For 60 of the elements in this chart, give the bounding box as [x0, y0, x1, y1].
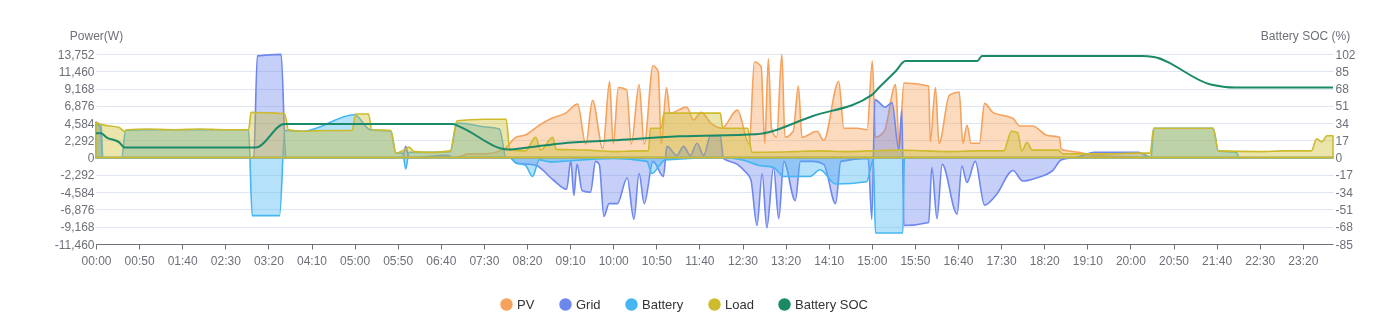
- x-tick-label: 22:30: [1245, 253, 1276, 268]
- y-tick-label: -9,168: [60, 220, 95, 235]
- x-tick-label: 15:00: [857, 253, 888, 268]
- x-tick-label: 06:40: [426, 253, 457, 268]
- x-tick-label: 09:10: [555, 253, 586, 268]
- x-tick-label: 10:00: [598, 253, 630, 268]
- y2-tick-label: -85: [1335, 237, 1354, 252]
- legend-label: Load: [725, 296, 754, 312]
- x-tick-label: 01:40: [167, 253, 199, 268]
- legend-label: PV: [517, 296, 535, 312]
- y2-tick-label: 102: [1335, 47, 1356, 62]
- y2-axis-title: Battery SOC (%): [1260, 28, 1351, 43]
- x-tick-label: 03:20: [253, 253, 285, 268]
- y2-tick-label: 51: [1335, 99, 1350, 114]
- y-tick-label: -4,584: [60, 185, 95, 200]
- x-tick-label: 02:30: [210, 253, 242, 268]
- x-tick-label: 16:40: [943, 253, 974, 268]
- x-tick-label: 05:50: [383, 253, 414, 268]
- x-tick-label: 10:50: [641, 253, 673, 268]
- y2-tick-label: -51: [1335, 202, 1354, 217]
- y-tick-label: 13,752: [57, 47, 95, 62]
- x-tick-label: 08:20: [512, 253, 543, 268]
- x-tick-label: 20:50: [1159, 253, 1190, 268]
- x-tick-label: 14:10: [814, 253, 845, 268]
- x-tick-label: 23:20: [1288, 253, 1319, 268]
- y2-tick-label: -34: [1335, 185, 1354, 200]
- y2-tick-label: -68: [1335, 220, 1354, 235]
- x-tick-label: 12:30: [728, 253, 759, 268]
- y2-tick-label: -17: [1335, 168, 1354, 183]
- y-tick-label: -6,876: [60, 202, 95, 217]
- x-tick-label: 04:10: [296, 253, 328, 268]
- x-tick-label: 00:50: [124, 253, 155, 268]
- y-tick-label: 9,168: [64, 82, 95, 97]
- x-tick-label: 05:00: [340, 253, 371, 268]
- legend-label: Battery: [642, 296, 684, 312]
- y-tick-label: 4,584: [64, 116, 95, 131]
- y-tick-label: -2,292: [60, 168, 95, 183]
- x-tick-label: 18:20: [1029, 253, 1061, 268]
- y-tick-label: -11,460: [54, 237, 95, 252]
- x-tick-label: 15:50: [900, 253, 931, 268]
- y2-tick-label: 85: [1335, 64, 1350, 79]
- y2-tick-label: 0: [1335, 151, 1343, 166]
- x-tick-label: 07:30: [469, 253, 500, 268]
- x-tick-label: 19:10: [1072, 253, 1104, 268]
- y2-tick-label: 34: [1335, 116, 1350, 131]
- y-axis-title: Power(W): [69, 28, 124, 43]
- x-tick-label: 21:40: [1202, 253, 1233, 268]
- x-tick-label: 00:00: [81, 253, 112, 268]
- y-tick-label: 6,876: [64, 99, 95, 114]
- y-tick-label: 0: [87, 151, 95, 166]
- x-tick-label: 13:20: [771, 253, 802, 268]
- y2-tick-label: 68: [1335, 82, 1350, 97]
- y-tick-label: 11,460: [58, 64, 95, 79]
- y2-tick-label: 17: [1335, 133, 1350, 148]
- x-tick-label: 20:00: [1115, 253, 1147, 268]
- x-tick-label: 11:40: [685, 253, 715, 268]
- legend-label: Grid: [576, 296, 601, 312]
- legend-label: Battery SOC: [795, 296, 868, 312]
- y-tick-label: 2,292: [64, 133, 95, 148]
- x-tick-label: 17:30: [986, 253, 1017, 268]
